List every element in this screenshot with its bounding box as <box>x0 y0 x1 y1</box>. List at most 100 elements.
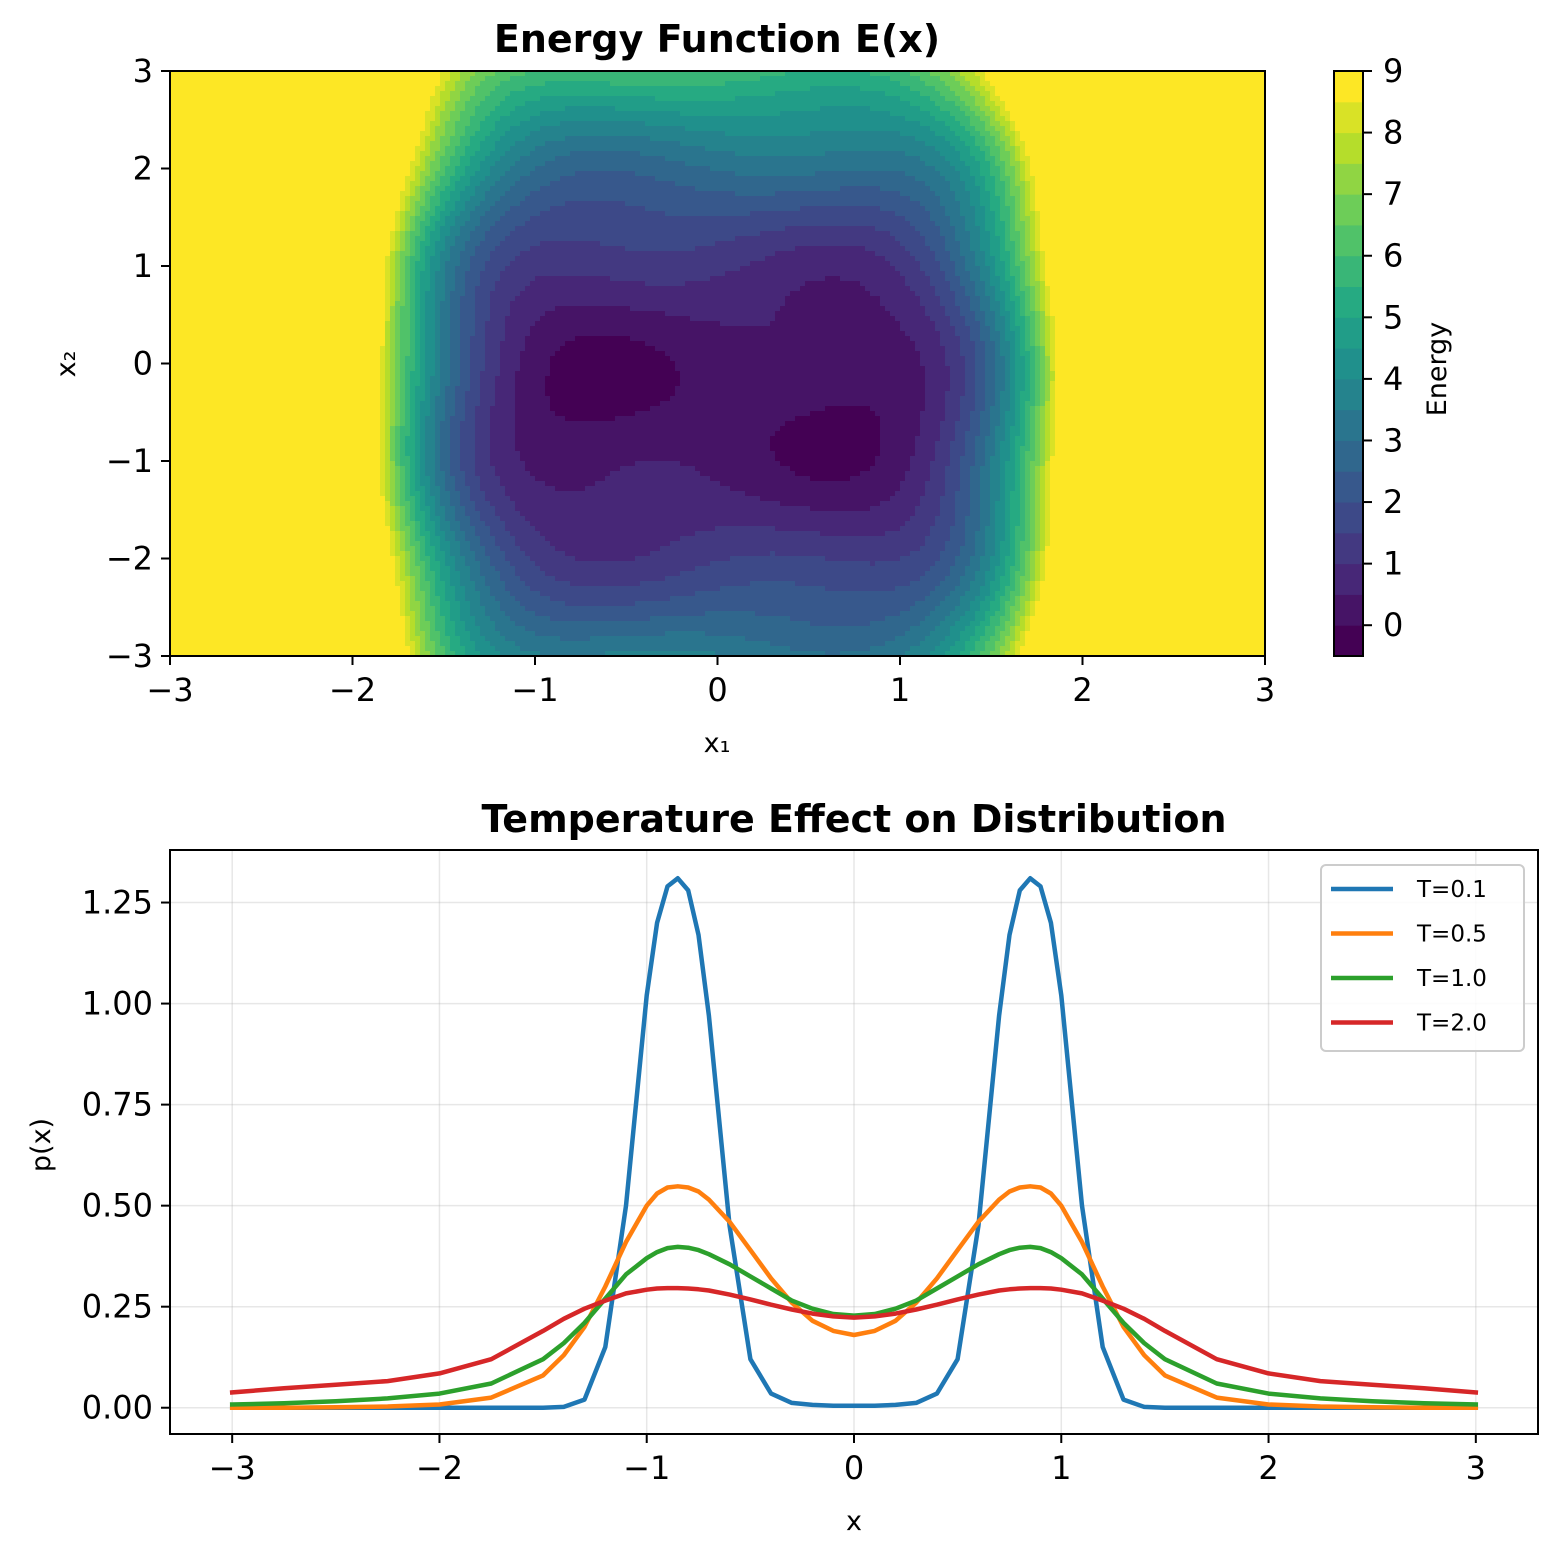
contour-cell <box>905 521 936 527</box>
contour-cell <box>935 321 951 327</box>
contour-cell <box>1010 611 1016 617</box>
contour-cell <box>460 456 476 462</box>
contour-cell <box>435 526 441 532</box>
contour-cell <box>380 466 386 472</box>
contour-cell <box>485 266 506 272</box>
contour-cell <box>520 291 791 297</box>
contour-cell <box>935 131 956 137</box>
contour-cell <box>895 586 936 592</box>
contour-cell <box>1000 201 1006 207</box>
contour-cell <box>1055 326 1266 332</box>
contour-cell <box>1045 526 1051 532</box>
contour-cell <box>1010 341 1016 347</box>
contour-cell <box>1045 311 1051 317</box>
contour-cell <box>1020 266 1026 272</box>
contour-cell <box>445 146 456 152</box>
contour-cell <box>460 231 471 237</box>
contour-cell <box>1020 416 1026 422</box>
contour-cell <box>945 491 956 497</box>
contour-cell <box>485 321 506 327</box>
contour-cell <box>400 351 411 357</box>
contour-cell <box>920 231 941 237</box>
contour-cell <box>980 321 986 327</box>
contour-cell <box>1040 356 1046 362</box>
contour-cell <box>990 96 1001 102</box>
contour-cell <box>1020 351 1031 357</box>
contour-cell <box>460 551 476 557</box>
contour-cell <box>960 306 971 312</box>
contour-cell <box>410 261 416 267</box>
contour-cell <box>1045 571 1266 577</box>
contour-cell <box>170 596 401 602</box>
contour-cell <box>1020 616 1026 622</box>
contour-cell <box>925 386 951 392</box>
contour-cell <box>440 266 446 272</box>
contour-cell <box>995 431 1006 437</box>
contour-cell <box>955 431 966 437</box>
contour-cell <box>470 541 481 547</box>
contour-cell <box>515 501 781 507</box>
contour-cell <box>390 261 396 267</box>
contour-cell <box>1030 276 1036 282</box>
contour-cell <box>1020 256 1031 262</box>
contour-cell <box>935 586 956 592</box>
contour-cell <box>980 171 991 177</box>
contour-cell <box>440 361 451 367</box>
contour-cell <box>435 546 441 552</box>
contour-cell <box>1025 526 1031 532</box>
contour-cell <box>720 321 771 327</box>
contour-cell <box>1045 256 1266 262</box>
contour-cell <box>880 426 921 432</box>
contour-cell <box>810 131 901 137</box>
contour-cell <box>1015 261 1026 267</box>
contour-cell <box>605 476 711 482</box>
contour-cell <box>935 146 956 152</box>
contour-cell <box>910 456 936 462</box>
contour-cell <box>435 371 441 377</box>
contour-cell <box>695 566 931 572</box>
contour-cell <box>405 561 411 567</box>
contour-cell <box>390 406 396 412</box>
contour-cell <box>1015 576 1021 582</box>
contour-cell <box>395 246 401 252</box>
contour-cell <box>965 386 976 392</box>
contour-cell <box>435 246 446 252</box>
contour-cell <box>995 376 1006 382</box>
contour-cell <box>1030 546 1036 552</box>
contour-cell <box>475 431 491 437</box>
contour-cell <box>465 556 476 562</box>
contour-cell <box>1005 641 1011 647</box>
contour-cell <box>450 446 461 452</box>
contour-cell <box>1010 376 1016 382</box>
contour-cell <box>430 141 441 147</box>
contour-cell <box>1040 566 1046 572</box>
y-tick-label: −1 <box>106 442 153 480</box>
contour-cell <box>685 126 931 132</box>
contour-cell <box>645 206 801 212</box>
contour-cell <box>950 371 966 377</box>
contour-cell <box>455 276 466 282</box>
contour-cell <box>910 466 931 472</box>
y-tick-label: 1.25 <box>82 884 153 922</box>
contour-cell <box>475 421 491 427</box>
contour-cell <box>485 351 501 357</box>
contour-cell <box>525 581 571 587</box>
contour-cell <box>390 431 396 437</box>
contour-cell <box>930 126 951 132</box>
contour-cell <box>410 201 416 207</box>
contour-cell <box>1005 651 1016 657</box>
contour-cell <box>405 296 411 302</box>
contour-cell <box>1035 261 1041 267</box>
contour-cell <box>1050 371 1056 377</box>
contour-cell <box>1035 191 1266 197</box>
contour-cell <box>405 471 411 477</box>
contour-cell <box>980 491 991 497</box>
contour-cell <box>480 391 496 397</box>
contour-cell <box>450 366 461 372</box>
contour-cell <box>895 236 926 242</box>
contour-cell <box>1025 536 1031 542</box>
y-tick-label: −2 <box>106 540 153 578</box>
contour-cell <box>440 91 451 97</box>
contour-cell <box>935 256 951 262</box>
contour-cell <box>485 341 501 347</box>
